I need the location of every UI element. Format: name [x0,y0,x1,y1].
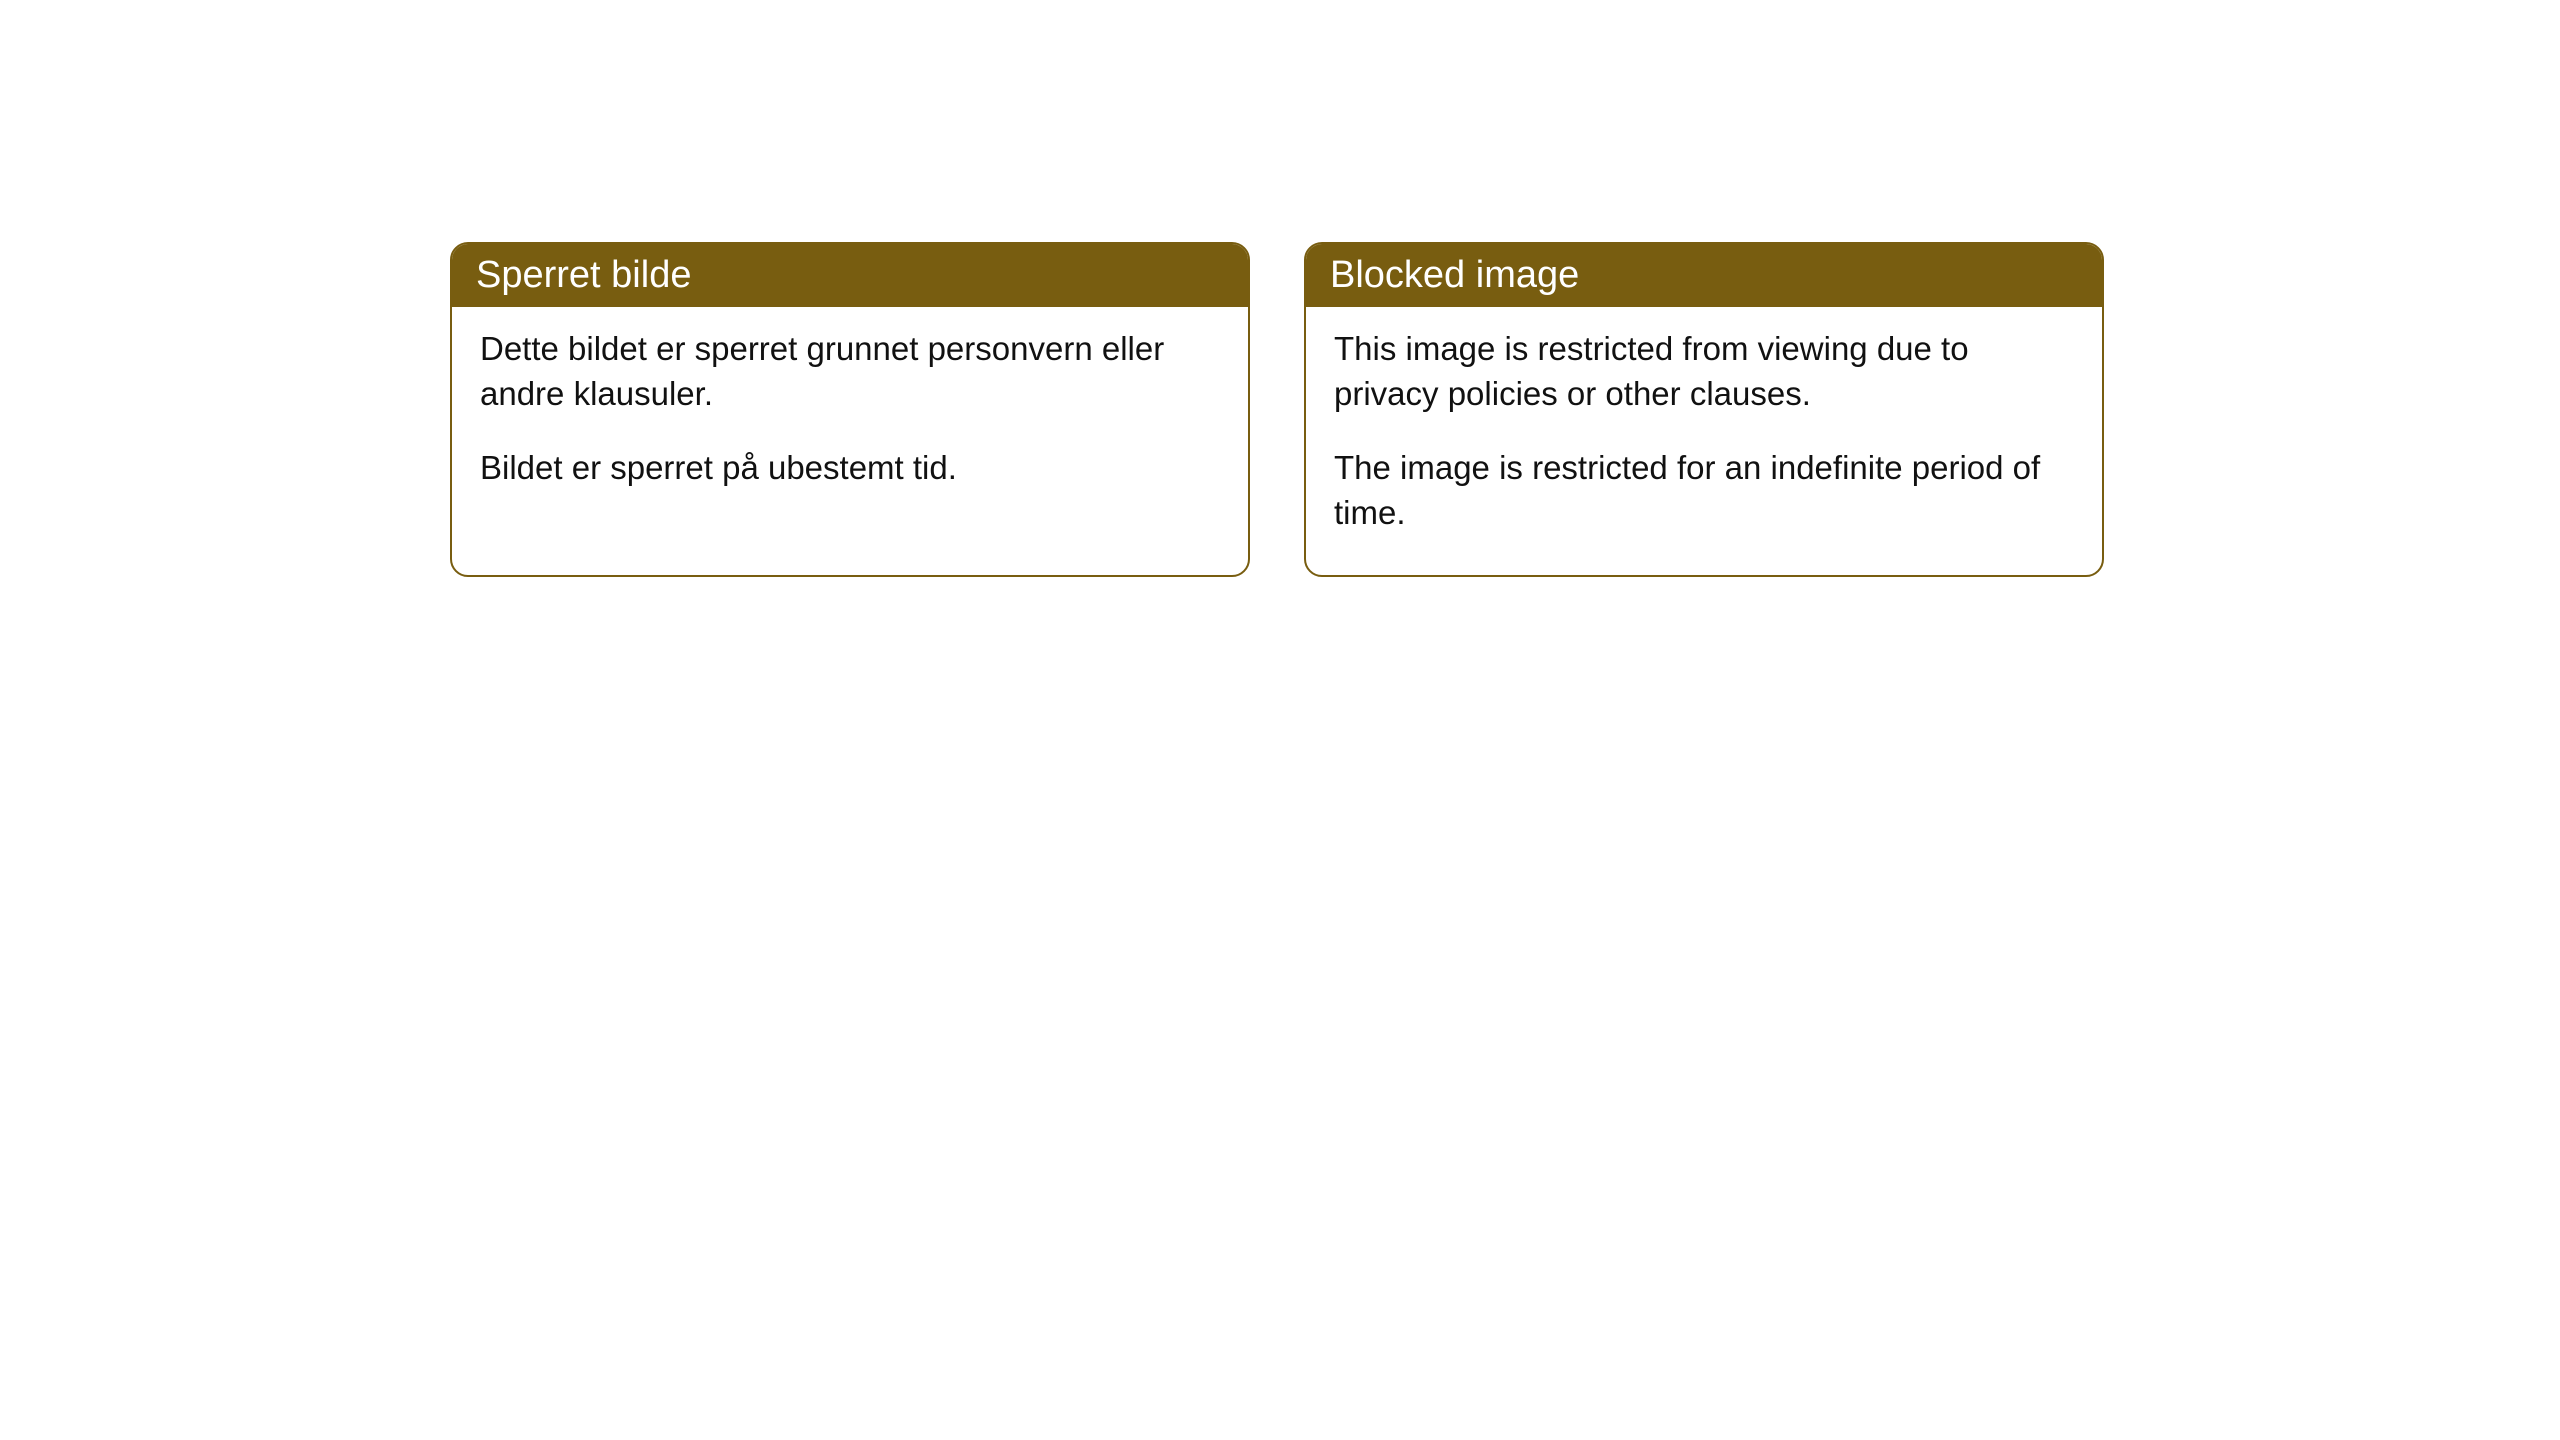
card-text-norwegian-1: Dette bildet er sperret grunnet personve… [480,327,1220,416]
cards-container: Sperret bilde Dette bildet er sperret gr… [450,242,2104,577]
card-text-english-2: The image is restricted for an indefinit… [1334,446,2074,535]
card-body-norwegian: Dette bildet er sperret grunnet personve… [452,307,1248,531]
card-text-norwegian-2: Bildet er sperret på ubestemt tid. [480,446,1220,491]
card-text-english-1: This image is restricted from viewing du… [1334,327,2074,416]
card-norwegian: Sperret bilde Dette bildet er sperret gr… [450,242,1250,577]
card-header-norwegian: Sperret bilde [452,244,1248,307]
card-header-english: Blocked image [1306,244,2102,307]
card-english: Blocked image This image is restricted f… [1304,242,2104,577]
card-body-english: This image is restricted from viewing du… [1306,307,2102,575]
